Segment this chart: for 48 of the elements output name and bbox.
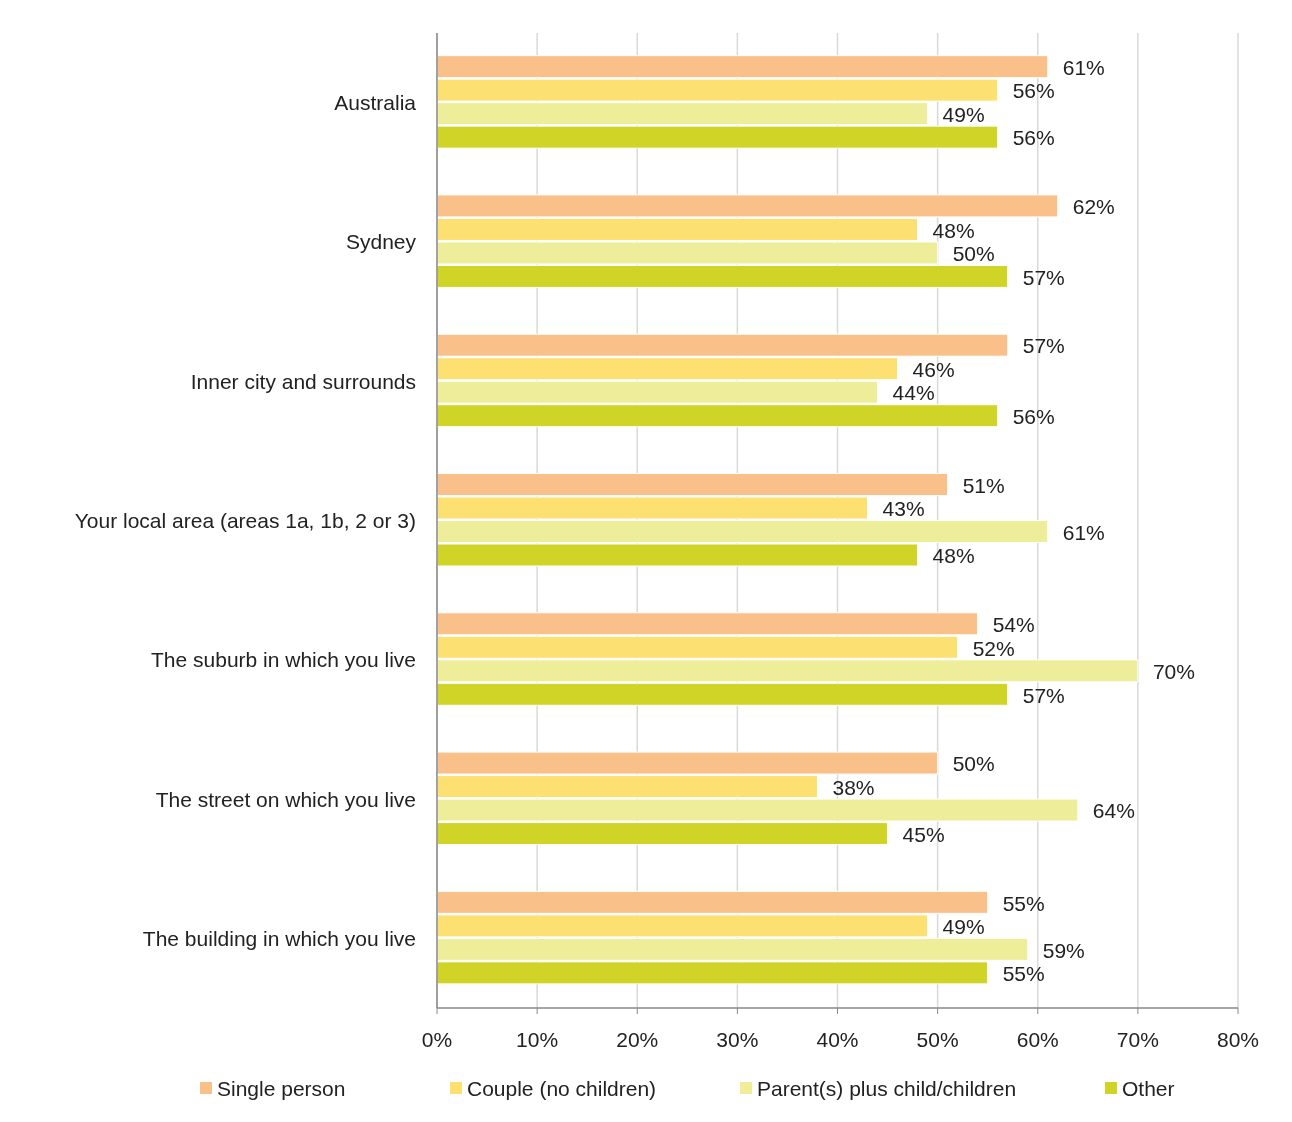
x-tick-label: 30% xyxy=(716,1027,759,1051)
data-label: 61% xyxy=(1062,520,1105,544)
y-tick-label: Inner city and surrounds xyxy=(190,369,416,393)
data-label: 64% xyxy=(1092,799,1135,823)
legend-label: Couple (no children) xyxy=(467,1076,657,1100)
data-label: 70% xyxy=(1152,660,1195,684)
data-label: 61% xyxy=(1062,55,1105,79)
data-label: 38% xyxy=(832,775,875,799)
data-label: 44% xyxy=(892,381,935,405)
data-label: 49% xyxy=(942,915,985,939)
data-label: 57% xyxy=(1022,683,1065,707)
data-label: 56% xyxy=(1012,126,1055,150)
data-label: 57% xyxy=(1022,265,1065,289)
x-tick-label: 50% xyxy=(916,1027,959,1051)
y-tick-label: Your local area (areas 1a, 1b, 2 or 3) xyxy=(74,509,416,532)
x-tick-label: 60% xyxy=(1016,1027,1059,1051)
y-tick-label: The street on which you live xyxy=(155,787,416,811)
data-label: 43% xyxy=(882,497,925,521)
y-tick-label: Sydney xyxy=(345,230,417,254)
data-label: 48% xyxy=(932,218,975,242)
legend-label: Other xyxy=(1122,1076,1175,1100)
data-label: 56% xyxy=(1012,79,1055,103)
legend-label: Single person xyxy=(217,1076,346,1100)
data-label: 56% xyxy=(1012,404,1055,428)
y-tick-label: The suburb in which you live xyxy=(151,648,416,672)
data-label: 45% xyxy=(902,822,945,846)
x-tick-label: 20% xyxy=(616,1027,659,1051)
legend-label: Parent(s) plus child/children xyxy=(757,1076,1017,1100)
x-tick-label: 10% xyxy=(516,1027,559,1051)
x-tick-label: 40% xyxy=(816,1027,859,1051)
y-tick-label: Australia xyxy=(334,91,417,115)
data-label: 55% xyxy=(1002,962,1045,986)
data-label: 50% xyxy=(952,242,995,266)
data-label: 59% xyxy=(1042,938,1085,962)
data-label: 62% xyxy=(1072,195,1115,219)
data-label: 51% xyxy=(962,473,1005,497)
x-tick-label: 70% xyxy=(1116,1027,1159,1051)
data-label: 52% xyxy=(972,636,1015,660)
x-tick-label: 0% xyxy=(421,1027,453,1051)
data-label: 48% xyxy=(932,544,975,568)
data-label: 46% xyxy=(912,357,955,381)
data-label: 55% xyxy=(1002,891,1045,915)
y-tick-label: The building in which you live xyxy=(142,926,416,950)
data-label: 54% xyxy=(992,613,1035,637)
data-label: 57% xyxy=(1022,334,1065,358)
data-label: 50% xyxy=(952,752,995,776)
data-label: 49% xyxy=(942,102,985,126)
x-tick-label: 80% xyxy=(1216,1027,1260,1051)
